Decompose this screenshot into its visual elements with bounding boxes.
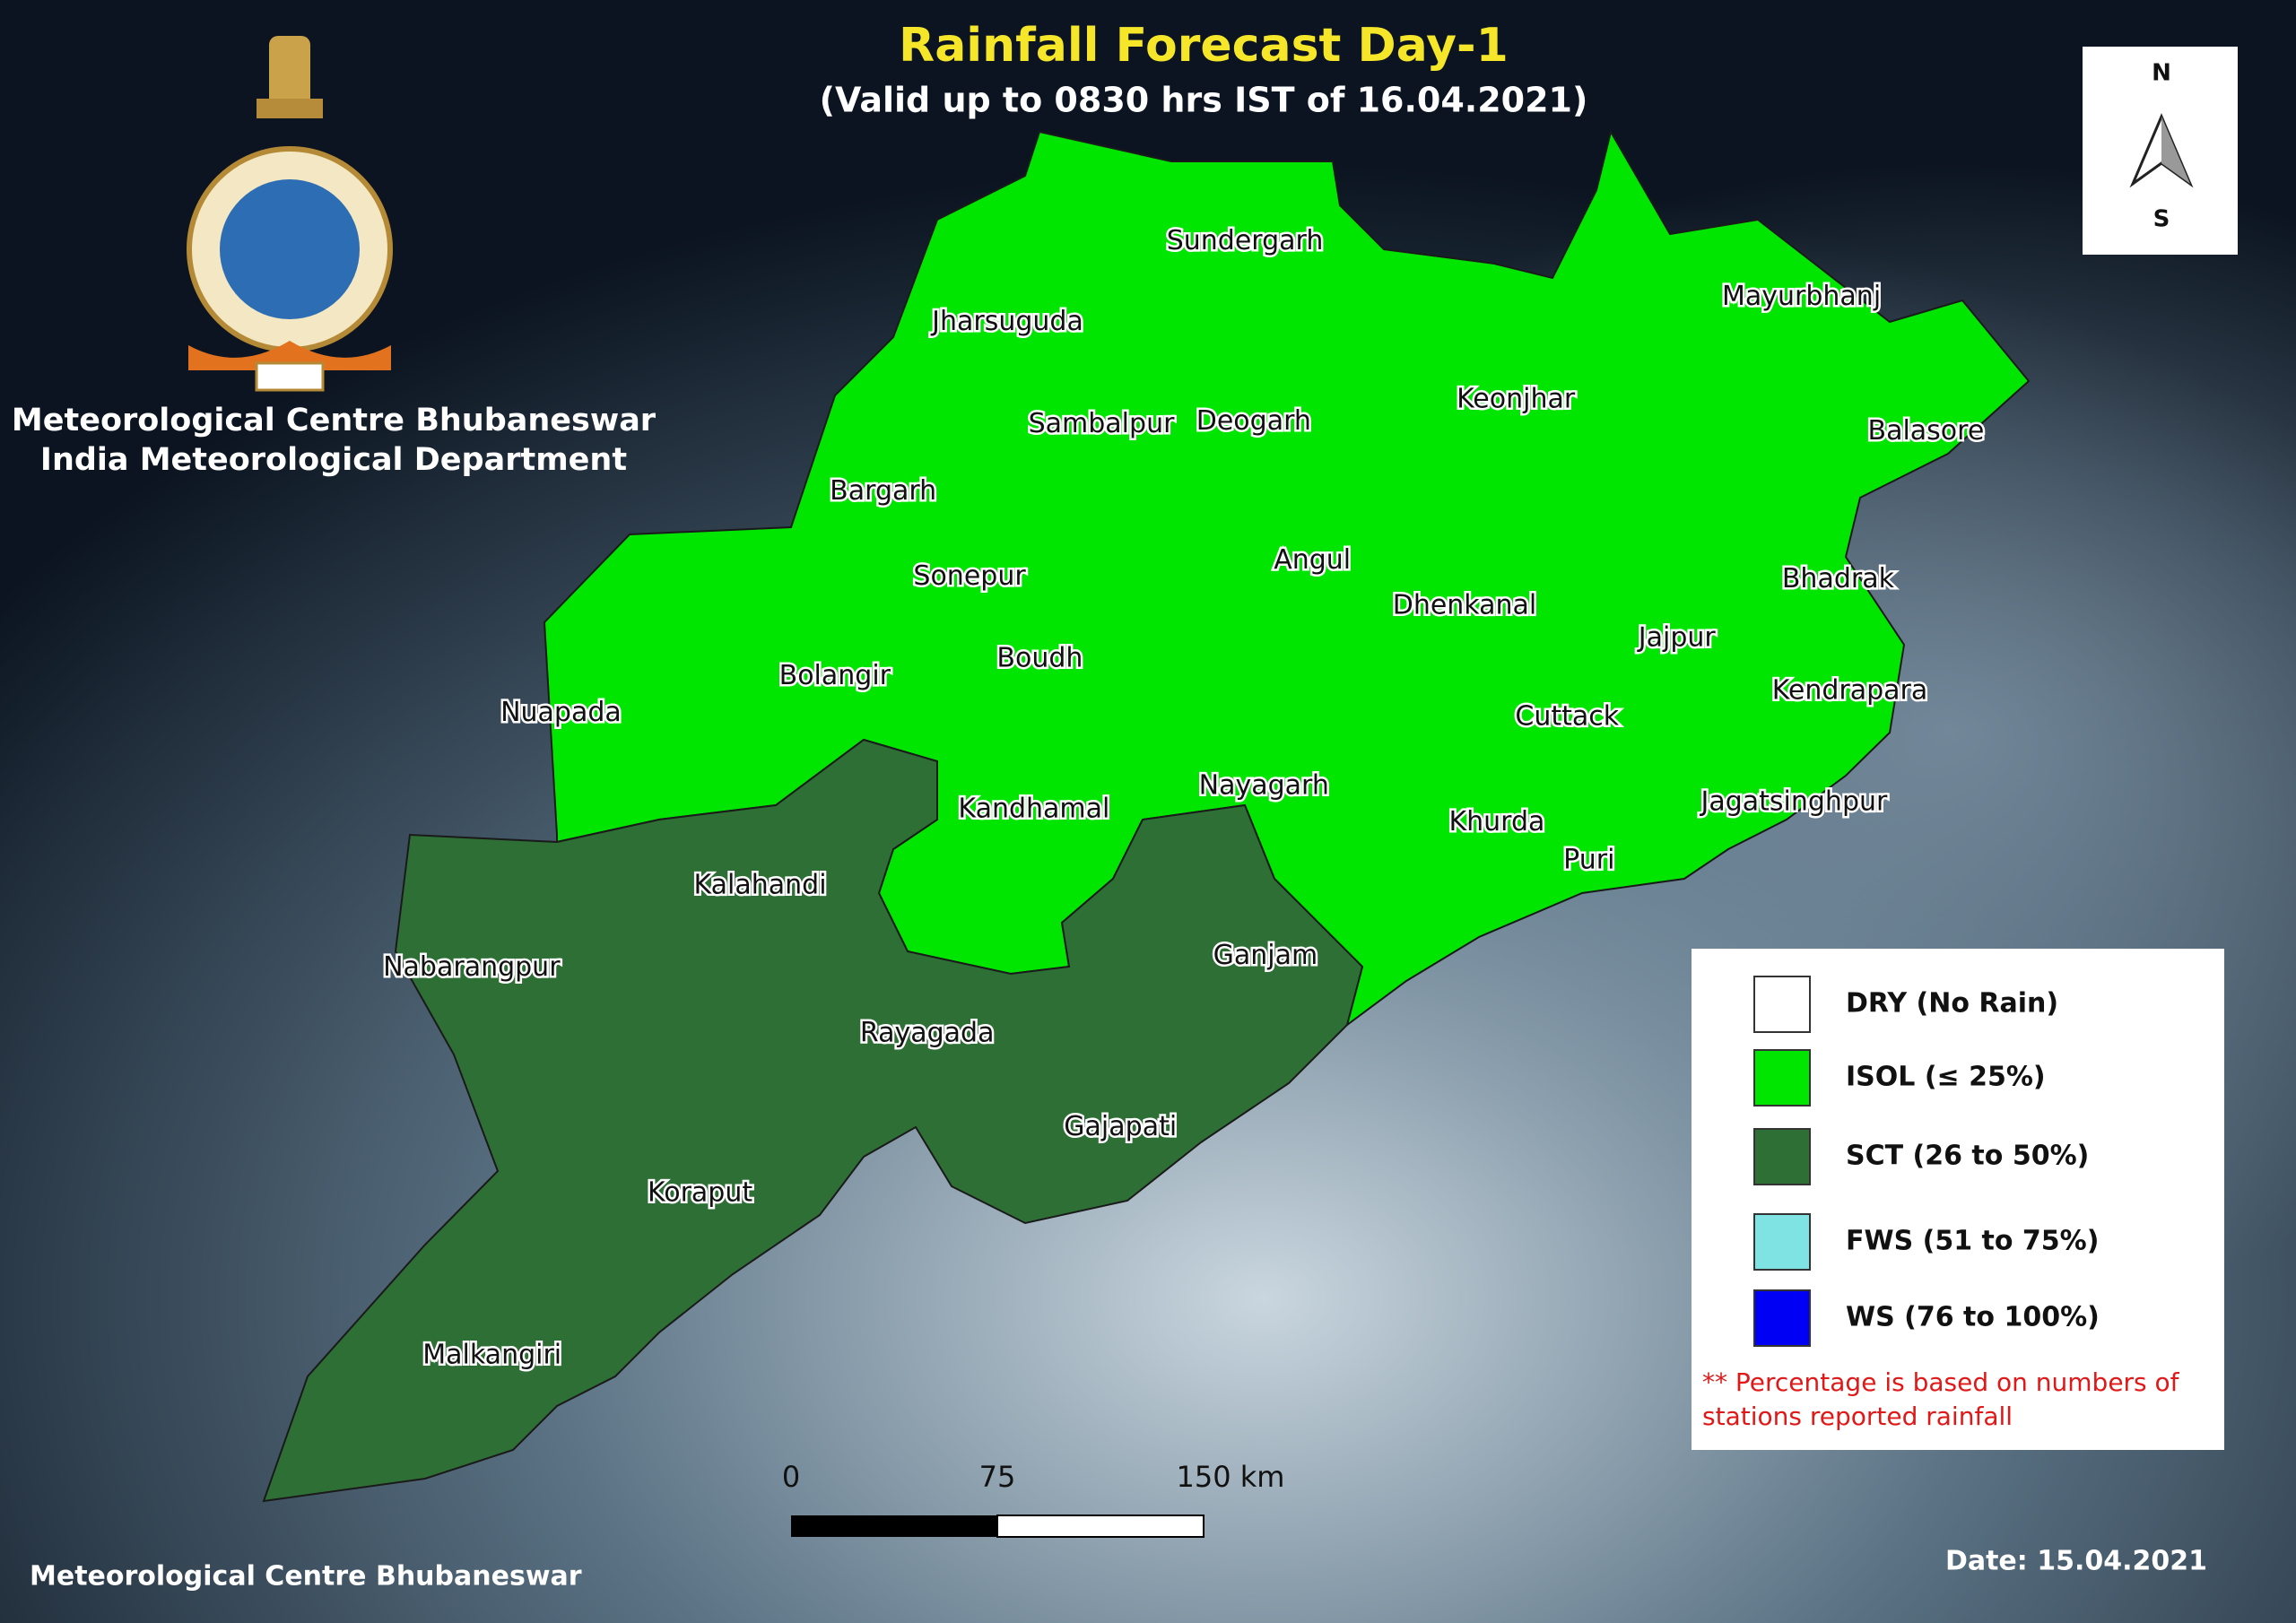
organization: Meteorological Centre Bhubaneswar <box>12 403 657 438</box>
subtitle: (Valid up to 0830 hrs IST of 16.04.2021) <box>820 81 1588 120</box>
title: Rainfall Forecast Day-1 <box>899 19 1509 73</box>
district-label: Puri <box>1563 845 1614 876</box>
district-label: Kendrapara <box>1772 674 1928 706</box>
district-label: Bargarh <box>830 475 936 507</box>
logo <box>187 36 393 392</box>
district-label: Mayurbhanj <box>1722 281 1881 312</box>
district-label: Bolangir <box>779 660 891 691</box>
compass-shade <box>2161 117 2190 184</box>
date: Date: 15.04.2021 <box>1945 1546 2207 1577</box>
district-labels: Sundergarh Jharsuguda Mayurbhanj Keonjhar Sa… <box>381 222 1987 1373</box>
district-label: Balasore <box>1867 415 1984 447</box>
district-label: Sonepur <box>913 560 1026 592</box>
district-label: Nayagarh <box>1199 769 1329 801</box>
district-label: Rayagada <box>860 1017 995 1048</box>
region <box>262 738 1364 1503</box>
regions <box>262 129 2031 1503</box>
district-label: Jharsuguda <box>930 306 1083 337</box>
district-label: Kalahandi <box>694 869 827 900</box>
scale-label: 150 km <box>1177 1460 1285 1494</box>
legend-swatch <box>1753 1289 1811 1347</box>
legend-label: SCT (26 to 50%) <box>1846 1141 2089 1172</box>
district-label: Jajpur <box>1637 621 1717 653</box>
compass-north: N <box>2152 60 2171 87</box>
compass-south: S <box>2153 206 2170 233</box>
legend-label: DRY (No Rain) <box>1846 988 2058 1020</box>
district-label: Dhenkanal <box>1393 590 1537 621</box>
district-label: Keonjhar <box>1457 383 1576 414</box>
legend-label: ISOL (≤ 25%) <box>1846 1062 2046 1093</box>
legend: DRY (No Rain) ISOL (≤ 25%) SCT (26 to 50%)… <box>1753 976 2100 1347</box>
scale-bar-light <box>996 1515 1205 1538</box>
district-label: Jagatsinghpur <box>1699 785 1888 817</box>
legend-swatch <box>1753 1128 1811 1185</box>
scale-label: 75 <box>979 1460 1016 1494</box>
legend-label: FWS (51 to 75%) <box>1846 1226 2099 1257</box>
district-label: Sambalpur <box>1029 408 1175 439</box>
district-label: Nuapada <box>500 697 622 728</box>
scale-bar-dark <box>791 1515 997 1537</box>
district-label: Koraput <box>648 1176 752 1208</box>
district-label: Kandhamal <box>958 794 1109 825</box>
legend-note: stations reported rainfall <box>1702 1402 2013 1431</box>
district-label: Malkangiri <box>422 1340 561 1371</box>
district-label: Nabarangpur <box>383 951 561 983</box>
district-label: Cuttack <box>1515 701 1619 733</box>
legend-swatch <box>1753 1213 1811 1271</box>
legend-label: WS (76 to 100%) <box>1846 1302 2100 1333</box>
district-label: Ganjam <box>1213 940 1318 971</box>
legend-swatch <box>1753 976 1811 1033</box>
district-label: Khurda <box>1448 806 1544 838</box>
scale-label: 0 <box>782 1460 800 1494</box>
legend-note: ** Percentage is based on numbers of <box>1702 1367 2180 1397</box>
district-label: Sundergarh <box>1167 225 1324 256</box>
district-label: Angul <box>1274 544 1351 576</box>
district-label: Bhadrak <box>1782 563 1895 595</box>
footer: Meteorological Centre Bhubaneswar <box>30 1561 582 1593</box>
district-label: Boudh <box>996 642 1083 673</box>
district-label: Gajapati <box>1064 1111 1177 1142</box>
organization: India Meteorological Department <box>40 442 627 478</box>
legend-swatch <box>1753 1049 1811 1107</box>
district-label: Deogarh <box>1196 405 1311 437</box>
